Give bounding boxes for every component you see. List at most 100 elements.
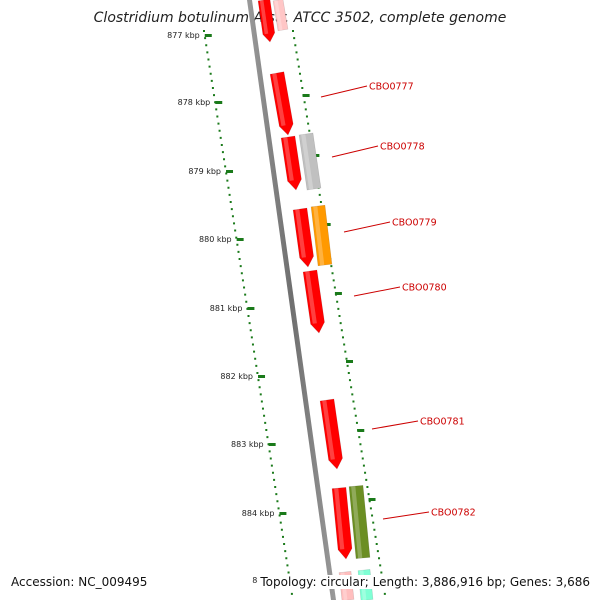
ruler-dot xyxy=(383,592,386,595)
ruler-tick-label: 882 kbp xyxy=(220,372,253,381)
ruler-dot xyxy=(343,343,346,346)
gene-label[interactable]: CBO0782 xyxy=(431,508,476,519)
gene-label[interactable]: CBO0781 xyxy=(420,417,465,428)
ruler-dot xyxy=(229,201,232,203)
gene-label[interactable]: CBO0779 xyxy=(392,218,437,229)
ruler-dot xyxy=(234,229,237,232)
cds-gene xyxy=(348,484,371,560)
ruler-dot xyxy=(218,129,221,132)
ruler-dot xyxy=(237,250,240,253)
ruler-dot xyxy=(319,201,322,203)
ruler-major-tick xyxy=(346,360,354,363)
ruler-dot xyxy=(361,457,364,460)
ruler-dot xyxy=(249,329,252,332)
ruler-dot xyxy=(220,144,223,146)
ruler-dot xyxy=(287,571,290,574)
ruler-dot xyxy=(264,421,267,424)
ruler-dot xyxy=(341,336,344,339)
cds-gene xyxy=(319,398,343,470)
ruler-dot xyxy=(223,158,226,161)
ruler-dot xyxy=(251,343,254,346)
gene-label-leader xyxy=(353,286,401,297)
ruler-dot xyxy=(298,72,301,75)
label-layer: CBO0777 CBO0778 CBO0779 CBO0780 CBO0781 CBO07… xyxy=(320,82,476,520)
ruler-dot xyxy=(364,471,367,474)
ruler-dot xyxy=(281,535,284,538)
ruler-dot xyxy=(244,293,247,296)
ruler-dot xyxy=(233,222,236,225)
ruler-dot xyxy=(265,429,268,431)
gene-label-leader xyxy=(371,420,419,430)
ruler-dot xyxy=(368,500,371,503)
ruler-major-tick xyxy=(279,512,287,515)
ruler-dot xyxy=(280,528,283,531)
ruler-tick-label: 884 kbp xyxy=(242,509,275,518)
ruler-dot xyxy=(365,478,368,481)
gene-label[interactable]: CBO0780 xyxy=(402,283,447,294)
ruler-dot xyxy=(273,478,276,481)
cds-gene xyxy=(310,204,333,267)
ruler-dot xyxy=(274,486,277,488)
ruler-dot xyxy=(333,286,336,289)
ruler-dot xyxy=(380,571,383,574)
ruler-dot xyxy=(308,129,311,132)
genome-summary: Topology: circular; Length: 3,886,916 bp… xyxy=(258,575,592,589)
ruler-dot xyxy=(379,564,382,567)
ruler-dot xyxy=(245,300,248,303)
ruler-tick-label: 883 kbp xyxy=(231,440,264,449)
ruler-dot xyxy=(373,528,376,531)
ruler-dot xyxy=(277,507,280,510)
cds-layer xyxy=(257,0,374,600)
ruler-major-tick xyxy=(236,238,244,241)
ruler-dot xyxy=(231,215,234,218)
ruler-dot xyxy=(248,322,251,325)
ruler-dot xyxy=(240,272,243,275)
ruler-major-tick xyxy=(334,292,342,295)
ruler-dot xyxy=(215,108,218,111)
ruler-dot xyxy=(337,307,340,310)
ruler-dot xyxy=(275,493,278,496)
ruler-dot xyxy=(378,557,381,560)
ruler-dot xyxy=(350,386,353,389)
ruler-dot xyxy=(227,186,230,189)
cds-gene xyxy=(257,0,276,43)
map-title: Clostridium botulinum A str. ATCC 3502, … xyxy=(93,10,507,26)
ruler-dot xyxy=(224,165,227,168)
ruler-dot xyxy=(355,421,358,424)
ruler-tick-label: 879 kbp xyxy=(188,167,221,176)
ruler-major-tick xyxy=(302,94,310,97)
ruler-dot xyxy=(351,393,354,396)
ruler-dot xyxy=(332,279,335,282)
ruler-dot xyxy=(217,122,220,125)
ruler-tick-label: 878 kbp xyxy=(178,98,211,107)
ruler-dot xyxy=(346,364,349,367)
ruler-dot xyxy=(236,243,239,246)
ruler-dot xyxy=(260,400,263,403)
gene-label[interactable]: CBO0778 xyxy=(380,142,425,153)
ruler-dot xyxy=(344,350,347,353)
ruler-tick-label: 881 kbp xyxy=(210,304,243,313)
gene-label[interactable]: CBO0777 xyxy=(369,82,414,93)
ruler-major-tick xyxy=(226,170,234,173)
ruler-major-tick xyxy=(204,34,212,37)
ruler-dot xyxy=(254,357,257,360)
ruler-dot xyxy=(250,336,253,339)
ruler-dot xyxy=(304,108,307,111)
ruler-dot xyxy=(226,179,229,182)
ruler-dot xyxy=(296,58,299,61)
ruler-dot xyxy=(256,372,259,374)
ruler-dot xyxy=(268,450,271,453)
ruler-major-tick xyxy=(268,443,276,446)
ruler-major-tick xyxy=(247,307,255,310)
ruler-dot xyxy=(261,407,264,410)
ruler-dot xyxy=(374,535,377,538)
ruler-dot xyxy=(338,315,341,317)
ruler-dot xyxy=(345,357,348,360)
ruler-major-tick xyxy=(357,429,365,432)
ruler-dot xyxy=(372,521,375,524)
ruler-dot xyxy=(367,493,370,496)
ruler-major-tick xyxy=(368,498,376,501)
ruler-dot xyxy=(283,543,286,545)
gene-label-leader xyxy=(382,511,430,520)
